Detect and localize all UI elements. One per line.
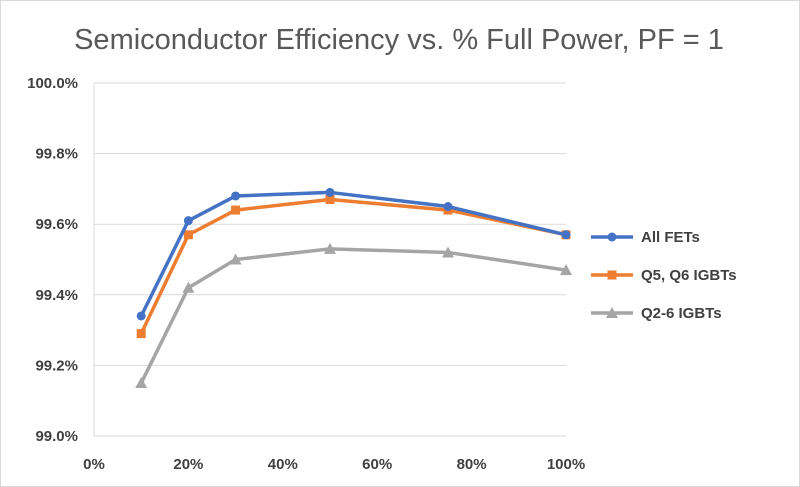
legend-entry: Q2-6 IGBTs xyxy=(591,305,722,322)
data-point xyxy=(442,246,454,258)
data-point xyxy=(560,264,572,276)
x-tick-label: 60% xyxy=(362,456,392,473)
x-tick-label: 100% xyxy=(547,456,585,473)
y-tick-label: 99.0% xyxy=(35,428,78,445)
data-point xyxy=(231,205,241,215)
legend-label: Q5, Q6 IGBTs xyxy=(641,267,737,284)
data-point xyxy=(231,191,241,201)
y-tick-label: 99.2% xyxy=(35,357,78,374)
data-point xyxy=(325,194,335,204)
data-point xyxy=(606,307,618,318)
chart-title: Semiconductor Efficiency vs. % Full Powe… xyxy=(74,24,724,56)
y-tick-label: 100.0% xyxy=(27,75,78,92)
data-point xyxy=(229,253,242,265)
series-line xyxy=(139,197,567,335)
legend-entry: All FETs xyxy=(591,229,700,246)
legend-label: All FETs xyxy=(641,229,700,246)
data-point xyxy=(183,216,193,226)
data-point xyxy=(182,281,195,293)
legend-entry: Q5, Q6 IGBTs xyxy=(591,267,737,284)
legend-label: Q2-6 IGBTs xyxy=(641,305,722,322)
x-tick-label: 20% xyxy=(173,456,203,473)
series-group xyxy=(135,187,572,389)
series-q2-6-igbts xyxy=(135,242,572,389)
data-point xyxy=(136,329,146,339)
data-point xyxy=(183,230,193,240)
data-point xyxy=(136,311,146,321)
series-line xyxy=(139,247,567,384)
axes: 99.0% 99.2% 99.4% 99.6% 99.8% 100.0% 0% 20% 40% 6… xyxy=(27,75,585,473)
x-tick-label: 0% xyxy=(83,456,105,473)
x-tick-label: 80% xyxy=(457,456,487,473)
series-all-fets xyxy=(136,187,571,321)
y-tick-label: 99.4% xyxy=(35,287,78,304)
data-point xyxy=(443,202,453,212)
x-tick-label: 40% xyxy=(268,456,298,473)
legend: All FETs Q5, Q6 IGBTs Q2-6 IGBTs xyxy=(591,229,737,322)
data-point xyxy=(607,232,617,242)
series-line xyxy=(139,190,567,317)
y-tick-label: 99.8% xyxy=(35,146,78,163)
data-point xyxy=(135,377,148,389)
y-tick-label: 99.6% xyxy=(35,216,78,233)
data-point xyxy=(325,187,335,197)
data-point xyxy=(324,242,336,254)
gridlines xyxy=(94,82,566,366)
data-point xyxy=(561,230,571,240)
series-q5-q6-igbts xyxy=(136,194,571,339)
data-point xyxy=(607,270,617,280)
